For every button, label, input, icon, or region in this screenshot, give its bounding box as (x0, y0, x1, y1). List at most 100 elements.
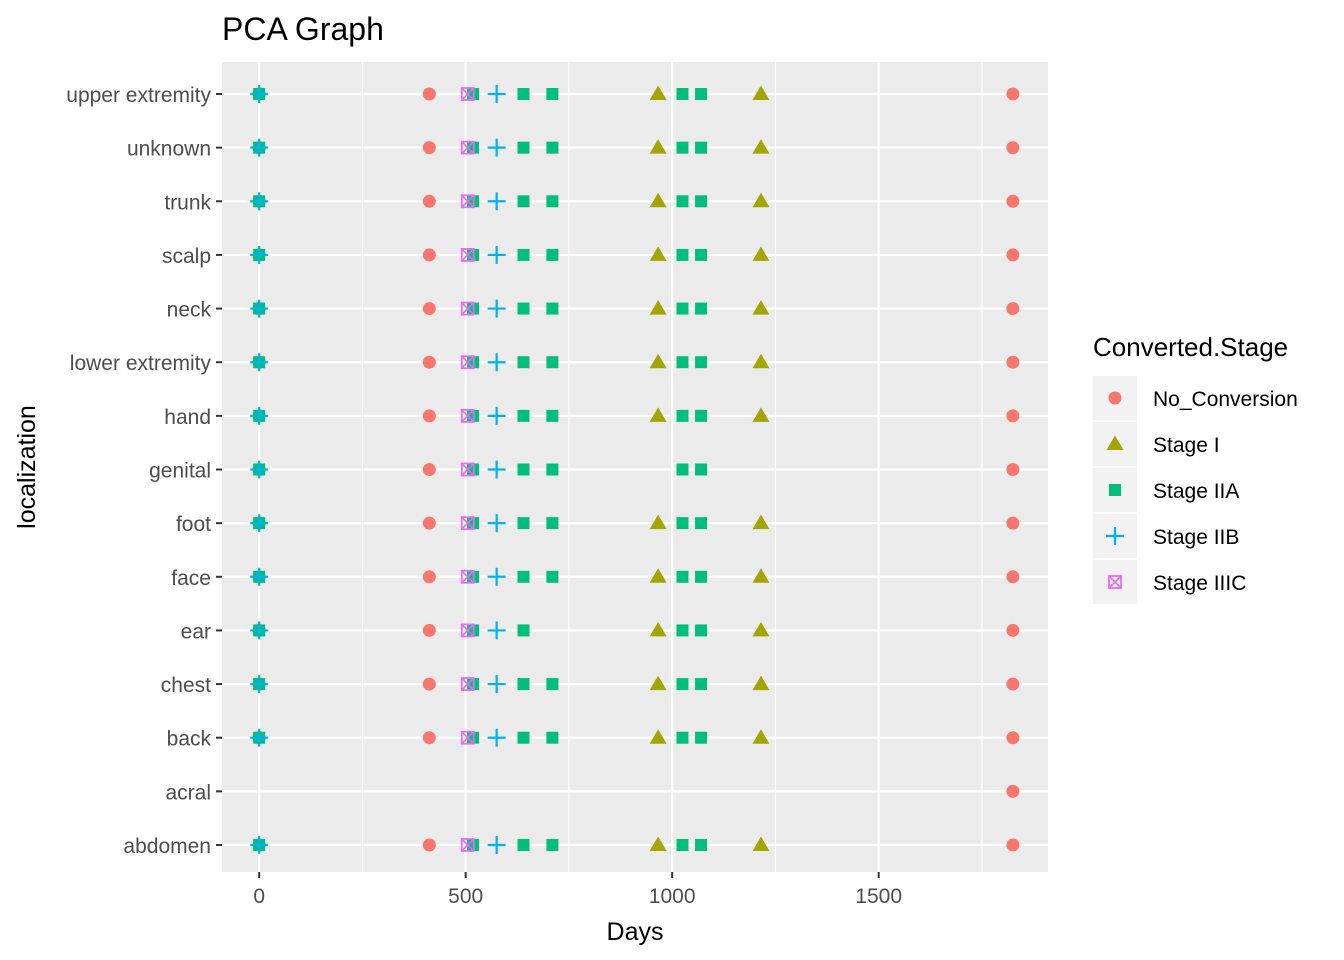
point-stage-iiic-face-505 (460, 569, 475, 584)
point-no-conversion-genital-1825 (1006, 463, 1020, 476)
series-stage-iiic (460, 87, 475, 852)
point-stage-iia-neck-1025 (676, 302, 689, 315)
point-no-conversion-face-412 (422, 570, 436, 584)
point-stage-i-chest-966 (649, 675, 667, 691)
point-stage-iia-trunk-1070 (695, 195, 708, 208)
legend-item-stage-iib: Stage IIB (1093, 514, 1239, 558)
point-stage-iia-ear-640 (517, 624, 530, 637)
legend-label-no-conversion: No_Conversion (1153, 388, 1298, 411)
x-tick-label-1000: 1000 (649, 885, 696, 908)
legend: Converted.Stage No_Conversion Stage I Stag… (1093, 332, 1298, 604)
point-stage-iia-trunk-640 (517, 195, 530, 208)
point-stage-iiic-back-505 (460, 730, 475, 745)
point-stage-i-abdomen-1215 (752, 836, 770, 851)
x-axis-title: Days (607, 918, 664, 946)
point-no-conversion-unknown-412 (422, 141, 436, 155)
point-stage-iib-hand-575 (487, 406, 506, 425)
point-stage-iia-unknown-640 (517, 141, 530, 154)
series-stage-i (649, 85, 770, 851)
point-stage-iia-neck-1070 (695, 302, 708, 315)
point-stage-iib-foot-0 (250, 514, 269, 533)
point-stage-iib-upper-extremity-0 (250, 85, 269, 103)
point-stage-i-foot-966 (649, 514, 667, 530)
legend-label-stage-iia: Stage IIA (1153, 480, 1239, 503)
y-tick-label-ear: ear (181, 620, 211, 643)
point-stage-iia-abdomen-640 (517, 839, 530, 851)
point-stage-iia-hand-1070 (695, 409, 708, 422)
point-stage-iia-chest-1025 (676, 678, 689, 691)
point-no-conversion-scalp-1825 (1006, 248, 1020, 262)
y-tick-label-trunk: trunk (164, 191, 211, 214)
point-stage-iia-hand-710 (546, 409, 559, 422)
point-stage-iia-trunk-1025 (676, 195, 689, 208)
point-stage-i-back-1215 (752, 729, 770, 744)
point-stage-i-foot-1215 (752, 514, 770, 530)
point-stage-iib-trunk-575 (487, 192, 506, 211)
point-stage-i-trunk-966 (649, 192, 667, 208)
point-stage-iiic-genital-505 (460, 462, 475, 477)
point-no-conversion-upper-extremity-412 (422, 87, 436, 101)
point-stage-iib-hand-0 (250, 406, 269, 425)
point-no-conversion-chest-412 (422, 677, 436, 691)
legend-symbol-stage-i (1106, 435, 1124, 450)
point-stage-i-lower-extremity-966 (649, 353, 667, 369)
point-stage-iib-abdomen-0 (250, 836, 269, 854)
point-stage-iia-face-1070 (695, 570, 708, 583)
point-stage-iib-scalp-575 (487, 245, 506, 264)
point-stage-iiic-scalp-505 (460, 248, 475, 262)
point-no-conversion-ear-412 (422, 623, 436, 637)
legend-item-stage-i: Stage I (1093, 422, 1220, 466)
point-no-conversion-foot-412 (422, 516, 436, 530)
chart-title: PCA Graph (222, 11, 384, 47)
point-stage-iib-ear-575 (487, 621, 506, 640)
point-stage-iia-lower-extremity-710 (546, 356, 559, 369)
point-stage-i-trunk-1215 (752, 192, 770, 208)
point-stage-iib-back-575 (487, 728, 506, 747)
point-stage-iia-back-640 (517, 731, 530, 744)
legend-symbol-no-conversion (1108, 391, 1122, 405)
y-tick-label-unknown: unknown (127, 138, 211, 161)
point-no-conversion-scalp-412 (422, 248, 436, 262)
legend-item-stage-iia: Stage IIA (1093, 468, 1239, 512)
point-no-conversion-acral-1825 (1006, 784, 1020, 798)
x-tick-label-500: 500 (448, 885, 483, 908)
point-stage-iib-foot-575 (487, 514, 506, 533)
point-no-conversion-genital-412 (422, 463, 436, 476)
point-stage-iia-chest-710 (546, 678, 559, 691)
point-stage-iia-upper-extremity-710 (546, 88, 559, 100)
point-stage-i-unknown-1215 (752, 139, 770, 154)
point-stage-iiic-chest-505 (460, 677, 475, 691)
point-stage-iib-trunk-0 (250, 192, 269, 211)
point-stage-iia-foot-1025 (676, 517, 689, 530)
point-stage-iia-neck-710 (546, 302, 559, 315)
point-no-conversion-abdomen-1825 (1006, 838, 1020, 852)
point-stage-iia-ear-1070 (695, 624, 708, 637)
point-stage-iia-hand-1025 (676, 409, 689, 422)
point-stage-iib-neck-575 (487, 299, 506, 318)
point-stage-iia-unknown-1025 (676, 141, 689, 154)
legend-symbol-stage-iia (1109, 484, 1121, 496)
point-stage-iia-abdomen-1070 (695, 839, 708, 851)
legend-label-stage-iiic: Stage IIIC (1153, 572, 1246, 595)
y-axis-ticks: abdomen acral back chest ear face foot genital h… (66, 84, 222, 858)
point-stage-iia-chest-640 (517, 678, 530, 691)
point-stage-i-ear-966 (649, 621, 667, 637)
point-stage-iia-lower-extremity-1025 (676, 356, 689, 369)
point-stage-iib-abdomen-575 (487, 836, 506, 854)
point-stage-iia-face-640 (517, 570, 530, 583)
point-stage-iib-unknown-575 (487, 138, 506, 157)
point-stage-iiic-trunk-505 (460, 194, 475, 209)
legend-item-stage-iiic: Stage IIIC (1093, 560, 1246, 604)
legend-label-stage-iib: Stage IIB (1153, 526, 1239, 549)
x-axis-ticks: 0 500 1000 1500 (253, 872, 902, 908)
point-stage-iia-scalp-1025 (676, 248, 689, 261)
point-stage-iia-upper-extremity-1025 (676, 88, 689, 100)
point-stage-i-neck-966 (649, 300, 667, 315)
point-stage-iia-back-1025 (676, 731, 689, 744)
point-stage-iia-face-710 (546, 570, 559, 583)
point-no-conversion-unknown-1825 (1006, 141, 1020, 155)
legend-item-no-conversion: No_Conversion (1093, 376, 1298, 420)
point-stage-iib-genital-0 (250, 460, 269, 479)
point-stage-iia-unknown-1070 (695, 141, 708, 154)
